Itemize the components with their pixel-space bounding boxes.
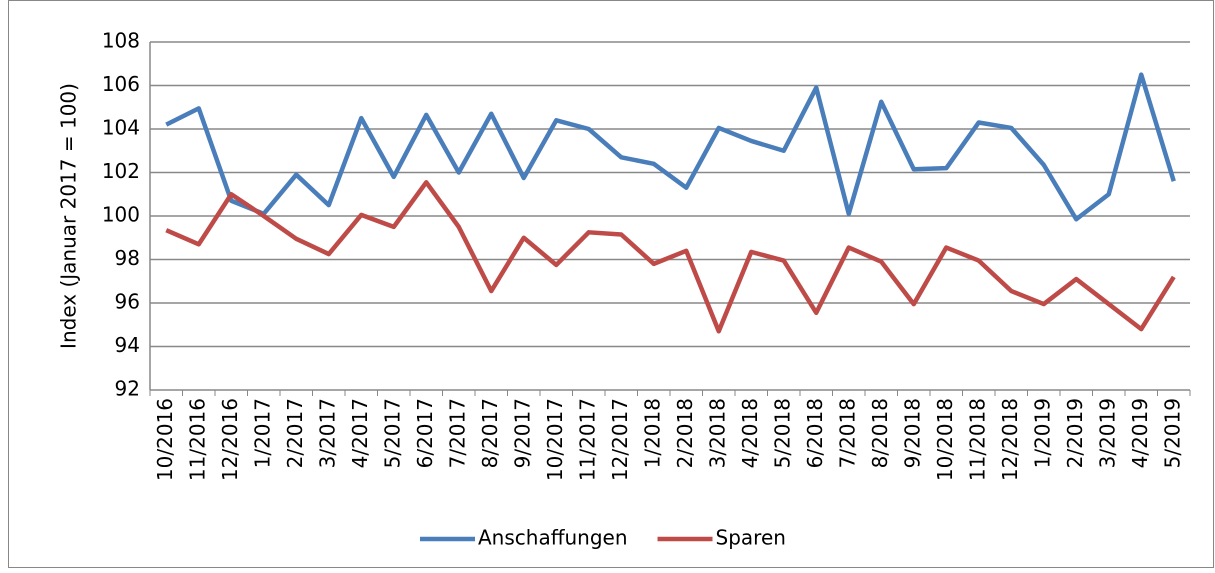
y-tick-label: 100 (102, 203, 140, 227)
x-tick-label: 4/2018 (738, 398, 762, 468)
y-tick-label: 98 (115, 246, 140, 270)
x-tick-label: 10/2017 (543, 398, 567, 481)
legend-label: Anschaffungen (478, 526, 628, 550)
x-tick-label: 3/2017 (315, 398, 339, 468)
y-tick-label: 104 (102, 116, 140, 140)
x-tick-label: 6/2018 (803, 398, 827, 468)
x-tick-label: 9/2017 (510, 398, 534, 468)
y-tick-label: 96 (115, 290, 140, 314)
legend-label: Sparen (716, 526, 786, 550)
x-tick-label: 4/2017 (348, 398, 372, 468)
y-tick-label: 106 (102, 72, 140, 96)
x-tick-label: 10/2018 (933, 398, 957, 481)
x-tick-label: 11/2016 (185, 398, 209, 481)
x-tick-label: 7/2017 (445, 398, 469, 468)
x-tick-label: 5/2017 (380, 398, 404, 468)
x-tick-label: 7/2018 (835, 398, 859, 468)
x-tick-label: 4/2019 (1128, 398, 1152, 468)
y-axis-label: Index (Januar 2017 = 100) (57, 83, 81, 349)
x-tick-label: 12/2017 (608, 398, 632, 481)
x-tick-label: 10/2016 (153, 398, 177, 481)
line-series (165, 72, 1176, 222)
x-tick-label: 11/2017 (575, 398, 599, 481)
x-tick-label: 1/2018 (640, 398, 664, 468)
x-tick-label: 8/2017 (478, 398, 502, 468)
x-tick-label: 5/2018 (770, 398, 794, 468)
x-tick-label: 3/2018 (705, 398, 729, 468)
line-series (165, 180, 1176, 334)
x-tick-label: 6/2017 (413, 398, 437, 468)
x-tick-label: 9/2018 (900, 398, 924, 468)
x-tick-label: 12/2018 (998, 398, 1022, 481)
x-tick-label: 5/2019 (1160, 398, 1184, 468)
x-tick-label: 3/2019 (1095, 398, 1119, 468)
x-tick-label: 2/2019 (1063, 398, 1087, 468)
x-tick-label: 8/2018 (868, 398, 892, 468)
x-tick-label: 11/2018 (965, 398, 989, 481)
y-tick-label: 102 (102, 159, 140, 183)
y-tick-label: 108 (102, 29, 140, 53)
x-tick-label: 12/2016 (218, 398, 242, 481)
x-tick-label: 1/2019 (1030, 398, 1054, 468)
x-tick-label: 2/2018 (673, 398, 697, 468)
x-tick-label: 2/2017 (283, 398, 307, 468)
y-tick-label: 94 (115, 333, 140, 357)
x-tick-label: 1/2017 (250, 398, 274, 468)
y-tick-label: 92 (115, 377, 140, 401)
chart-border (8, 0, 1214, 568)
